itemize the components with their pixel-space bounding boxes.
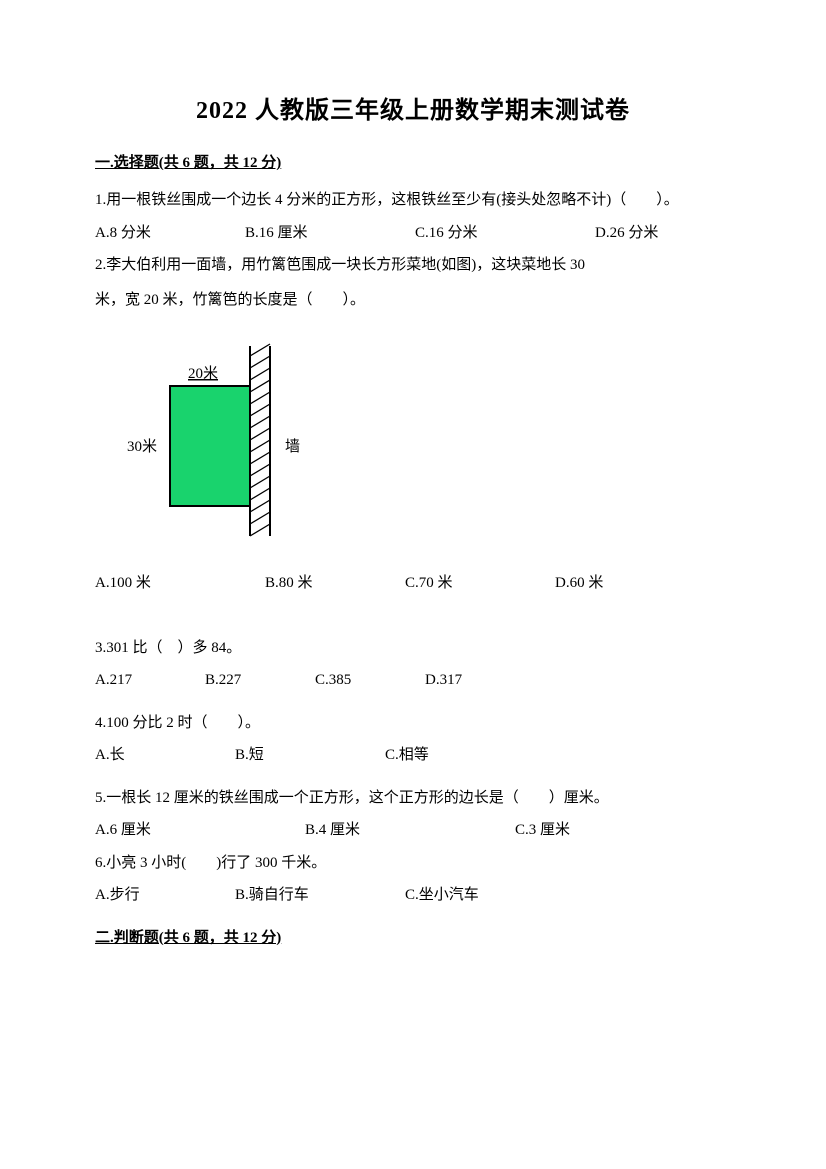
q3-opt-b: B.227 (205, 666, 315, 695)
q1-opt-c: C.16 分米 (415, 219, 595, 248)
q5-opt-c: C.3 厘米 (515, 816, 570, 845)
q5-text: 5.一根长 12 厘米的铁丝围成一个正方形，这个正方形的边长是（ ）厘米。 (95, 784, 731, 813)
q6-options: A.步行 B.骑自行车 C.坐小汽车 (95, 881, 731, 910)
q4-opt-b: B.短 (235, 741, 385, 770)
q1-text: 1.用一根铁丝围成一个边长 4 分米的正方形，这根铁丝至少有(接头处忽略不计)（… (95, 186, 731, 215)
q2-text-line1: 2.李大伯利用一面墙，用竹篱笆围成一块长方形菜地(如图)，这块菜地长 30 (95, 251, 731, 280)
q6-text: 6.小亮 3 小时( )行了 300 千米。 (95, 849, 731, 878)
q5-options: A.6 厘米 B.4 厘米 C.3 厘米 (95, 816, 731, 845)
q6-opt-b: B.骑自行车 (235, 881, 405, 910)
q1-options: A.8 分米 B.16 厘米 C.16 分米 D.26 分米 (95, 219, 731, 248)
q6-opt-c: C.坐小汽车 (405, 881, 479, 910)
q2-diagram: 20米 30米 墙 (95, 336, 731, 551)
q3-opt-c: C.385 (315, 666, 425, 695)
q2-opt-d: D.60 米 (555, 569, 603, 598)
q3-text: 3.301 比（ ）多 84。 (95, 634, 731, 663)
diagram-label-top: 20米 (188, 365, 218, 382)
q3-opt-a: A.217 (95, 666, 205, 695)
q2-text-line2: 米，宽 20 米，竹篱笆的长度是（ ）。 (95, 286, 731, 315)
q4-text: 4.100 分比 2 时（ ）。 (95, 709, 731, 738)
q3-opt-d: D.317 (425, 666, 462, 695)
q4-options: A.长 B.短 C.相等 (95, 741, 731, 770)
page-title: 2022 人教版三年级上册数学期末测试卷 (95, 90, 731, 125)
q5-opt-b: B.4 厘米 (305, 816, 515, 845)
q4-opt-a: A.长 (95, 741, 235, 770)
diagram-label-left: 30米 (127, 438, 157, 455)
q3-options: A.217 B.227 C.385 D.317 (95, 666, 731, 695)
q1-opt-b: B.16 厘米 (245, 219, 415, 248)
q2-opt-a: A.100 米 (95, 569, 265, 598)
diagram-label-right: 墙 (285, 438, 300, 455)
section-2-header: 二.判断题(共 6 题，共 12 分) (95, 926, 731, 947)
q1-opt-d: D.26 分米 (595, 219, 658, 248)
q1-opt-a: A.8 分米 (95, 219, 245, 248)
q6-opt-a: A.步行 (95, 881, 235, 910)
section-1-header: 一.选择题(共 6 题，共 12 分) (95, 151, 731, 172)
page-root: 2022 人教版三年级上册数学期末测试卷 一.选择题(共 6 题，共 12 分)… (0, 0, 826, 1169)
q2-opt-c: C.70 米 (405, 569, 555, 598)
q2-options: A.100 米 B.80 米 C.70 米 D.60 米 (95, 569, 731, 598)
q4-opt-c: C.相等 (385, 741, 429, 770)
q2-opt-b: B.80 米 (265, 569, 405, 598)
q5-opt-a: A.6 厘米 (95, 816, 305, 845)
